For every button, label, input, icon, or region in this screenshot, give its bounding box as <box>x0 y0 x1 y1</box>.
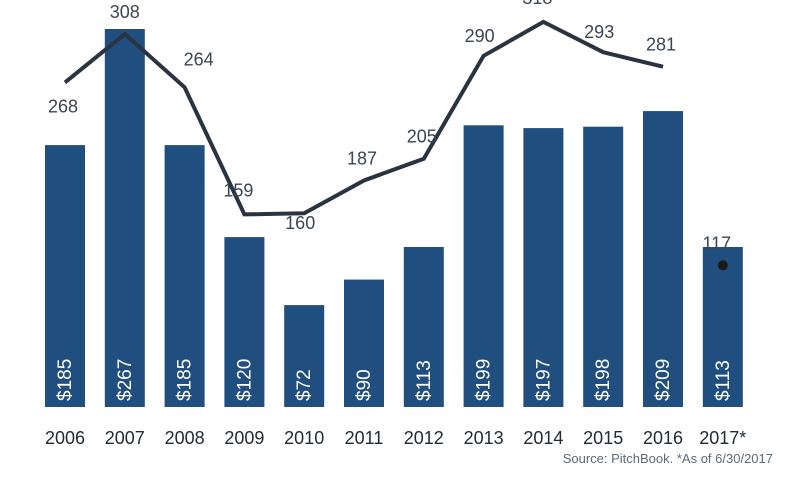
x-tick-label: 2007 <box>105 428 145 448</box>
bar-value-label: $185 <box>55 359 76 401</box>
bar-2009 <box>224 237 265 407</box>
bar-2006 <box>45 145 85 407</box>
x-tick-label: 2017* <box>699 428 746 448</box>
x-tick-label: 2009 <box>224 428 264 448</box>
bar-value-label: $198 <box>593 359 614 401</box>
bar-2013 <box>463 125 504 408</box>
x-tick-label: 2016 <box>643 428 683 448</box>
bar-2011 <box>344 279 384 407</box>
bar-value-label: $113 <box>414 360 435 401</box>
x-tick-label: 2013 <box>464 428 504 448</box>
bar-value-label: $90 <box>354 369 375 401</box>
line-value-label: 264 <box>184 49 214 69</box>
line-value-label: 117 <box>702 233 731 253</box>
bar-2010 <box>284 305 325 407</box>
bar-value-label: $72 <box>294 369 315 401</box>
bar-2014 <box>523 128 564 407</box>
bar-2015 <box>583 126 624 407</box>
line-value-label: 205 <box>407 127 437 147</box>
bar-2012 <box>403 247 444 407</box>
x-tick-label: 2014 <box>523 428 563 448</box>
bar-value-label: $199 <box>474 359 495 401</box>
line-value-label: 159 <box>223 180 253 200</box>
line-value-label: 308 <box>110 2 140 22</box>
line-value-label: 268 <box>48 96 78 116</box>
bar-value-label: $197 <box>533 359 554 401</box>
line-value-label: 281 <box>646 35 676 55</box>
bar-value-label: $120 <box>234 359 255 401</box>
line-point-2017 <box>717 260 728 271</box>
x-tick-label: 2015 <box>583 428 623 448</box>
line-value-label: 160 <box>285 213 315 233</box>
bar-2007 <box>104 29 145 407</box>
bar-value-label: $267 <box>115 359 136 401</box>
x-tick-label: 2006 <box>45 428 85 448</box>
line-value-label: 187 <box>347 149 377 169</box>
bar-2017* <box>702 247 743 407</box>
x-tick-label: 2008 <box>165 428 205 448</box>
bar-2016 <box>643 111 683 407</box>
bar-2008 <box>164 145 205 407</box>
line-value-label: 293 <box>584 22 614 42</box>
source-note: Source: PitchBook. *As of 6/30/2017 <box>562 451 773 466</box>
x-tick-label: 2010 <box>284 428 324 448</box>
line-value-label: 318 <box>522 0 552 8</box>
line-value-label: 290 <box>465 26 495 46</box>
x-tick-label: 2011 <box>345 428 384 448</box>
bar-value-label: $185 <box>175 359 196 401</box>
bar-value-label: $113 <box>713 360 734 401</box>
bar-value-label: $209 <box>653 359 674 401</box>
x-tick-label: 2012 <box>404 428 444 448</box>
deal-count-line <box>63 19 664 217</box>
